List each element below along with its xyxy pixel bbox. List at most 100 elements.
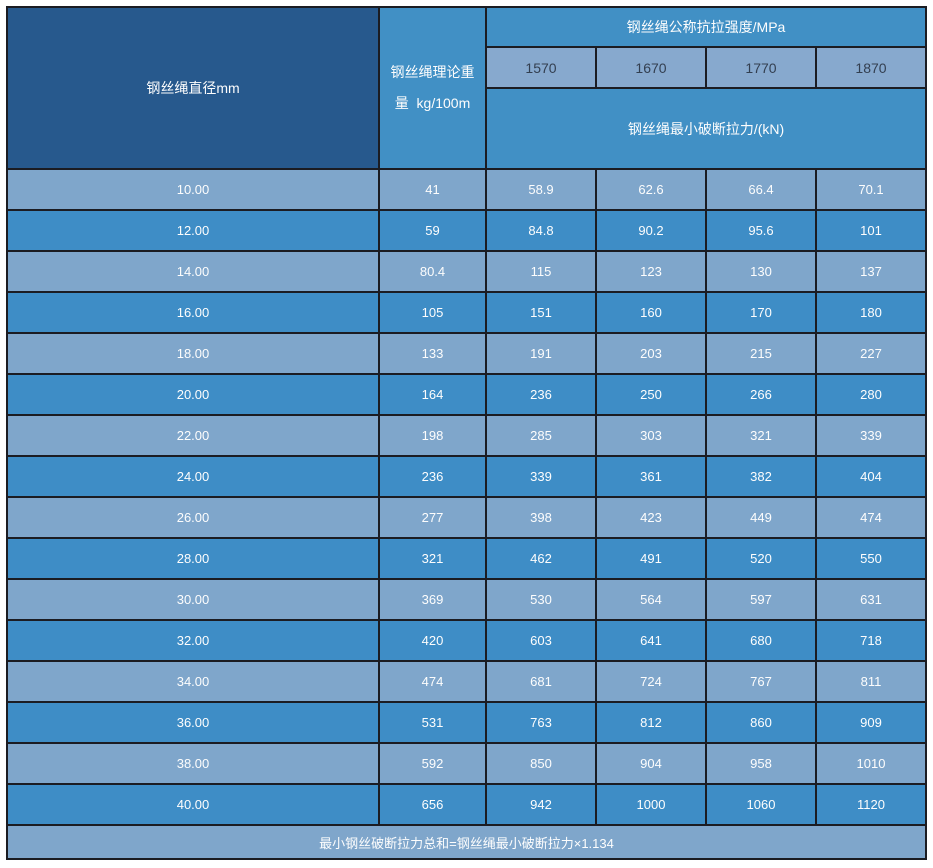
- breaking-force-cell: 180: [815, 291, 927, 334]
- breaking-force-cell: 767: [705, 660, 817, 703]
- breaking-force-cell: 423: [595, 496, 707, 539]
- breaking-force-cell: 137: [815, 250, 927, 293]
- weight-cell: 369: [378, 578, 487, 621]
- breaking-force-cell: 382: [705, 455, 817, 498]
- breaking-force-cell: 681: [485, 660, 597, 703]
- breaking-force-cell: 850: [485, 742, 597, 785]
- diameter-cell: 36.00: [6, 701, 380, 744]
- breaking-force-cell: 631: [815, 578, 927, 621]
- weight-cell: 41: [378, 168, 487, 211]
- diameter-cell: 26.00: [6, 496, 380, 539]
- breaking-force-cell: 491: [595, 537, 707, 580]
- breaking-force-cell: 321: [705, 414, 817, 457]
- diameter-cell: 12.00: [6, 209, 380, 252]
- breaking-force-cell: 811: [815, 660, 927, 703]
- breaking-force-cell: 449: [705, 496, 817, 539]
- breaking-force-cell: 597: [705, 578, 817, 621]
- breaking-force-cell: 227: [815, 332, 927, 375]
- table-row: 32.00 420 603 641 680 718: [6, 619, 927, 662]
- breaking-force-cell: 250: [595, 373, 707, 416]
- header-tensile-strength-title: 钢丝绳公称抗拉强度/MPa: [485, 6, 927, 48]
- weight-cell: 474: [378, 660, 487, 703]
- table-row: 14.00 80.4 115 123 130 137: [6, 250, 927, 293]
- breaking-force-cell: 84.8: [485, 209, 597, 252]
- breaking-force-cell: 191: [485, 332, 597, 375]
- weight-cell: 133: [378, 332, 487, 375]
- table-row: 28.00 321 462 491 520 550: [6, 537, 927, 580]
- header-weight-line-2: 量 kg/100m: [394, 95, 471, 111]
- table-row: 20.00 164 236 250 266 280: [6, 373, 927, 416]
- weight-cell: 420: [378, 619, 487, 662]
- breaking-force-cell: 904: [595, 742, 707, 785]
- breaking-force-cell: 170: [705, 291, 817, 334]
- breaking-force-cell: 236: [485, 373, 597, 416]
- table-row: 36.00 531 763 812 860 909: [6, 701, 927, 744]
- diameter-cell: 14.00: [6, 250, 380, 293]
- header-weight-line-1: 钢丝绳理论重: [390, 63, 475, 80]
- weight-cell: 198: [378, 414, 487, 457]
- breaking-force-cell: 62.6: [595, 168, 707, 211]
- weight-cell: 321: [378, 537, 487, 580]
- diameter-cell: 38.00: [6, 742, 380, 785]
- table-row: 10.00 41 58.9 62.6 66.4 70.1: [6, 168, 927, 211]
- weight-cell: 59: [378, 209, 487, 252]
- diameter-cell: 22.00: [6, 414, 380, 457]
- footer-row: 最小钢丝破断拉力总和=钢丝绳最小破断拉力×1.134: [6, 824, 927, 860]
- breaking-force-cell: 285: [485, 414, 597, 457]
- table-row: 34.00 474 681 724 767 811: [6, 660, 927, 703]
- breaking-force-cell: 462: [485, 537, 597, 580]
- breaking-force-cell: 123: [595, 250, 707, 293]
- breaking-force-cell: 1060: [705, 783, 817, 826]
- breaking-force-cell: 130: [705, 250, 817, 293]
- header-min-breaking-force-title: 钢丝绳最小破断拉力/(kN): [485, 87, 927, 170]
- breaking-force-cell: 909: [815, 701, 927, 744]
- weight-cell: 277: [378, 496, 487, 539]
- weight-cell: 80.4: [378, 250, 487, 293]
- breaking-force-cell: 101: [815, 209, 927, 252]
- breaking-force-cell: 58.9: [485, 168, 597, 211]
- breaking-force-cell: 303: [595, 414, 707, 457]
- weight-cell: 656: [378, 783, 487, 826]
- strength-value-cell: 1570: [485, 46, 597, 89]
- diameter-cell: 24.00: [6, 455, 380, 498]
- breaking-force-cell: 339: [815, 414, 927, 457]
- breaking-force-cell: 958: [705, 742, 817, 785]
- strength-value-cell: 1870: [815, 46, 927, 89]
- table-row: 18.00 133 191 203 215 227: [6, 332, 927, 375]
- table-row: 38.00 592 850 904 958 1010: [6, 742, 927, 785]
- diameter-cell: 28.00: [6, 537, 380, 580]
- breaking-force-cell: 90.2: [595, 209, 707, 252]
- breaking-force-cell: 66.4: [705, 168, 817, 211]
- weight-cell: 592: [378, 742, 487, 785]
- breaking-force-cell: 398: [485, 496, 597, 539]
- table-row: 12.00 59 84.8 90.2 95.6 101: [6, 209, 927, 252]
- breaking-force-cell: 564: [595, 578, 707, 621]
- diameter-cell: 18.00: [6, 332, 380, 375]
- breaking-force-cell: 339: [485, 455, 597, 498]
- breaking-force-cell: 361: [595, 455, 707, 498]
- breaking-force-cell: 812: [595, 701, 707, 744]
- table-row: 40.00 656 942 1000 1060 1120: [6, 783, 927, 826]
- weight-cell: 164: [378, 373, 487, 416]
- table-row: 26.00 277 398 423 449 474: [6, 496, 927, 539]
- breaking-force-cell: 280: [815, 373, 927, 416]
- breaking-force-cell: 680: [705, 619, 817, 662]
- table-body: 10.00 41 58.9 62.6 66.4 70.1 12.00 59 84…: [6, 168, 927, 826]
- diameter-cell: 32.00: [6, 619, 380, 662]
- breaking-force-cell: 603: [485, 619, 597, 662]
- breaking-force-cell: 266: [705, 373, 817, 416]
- breaking-force-cell: 95.6: [705, 209, 817, 252]
- breaking-force-cell: 520: [705, 537, 817, 580]
- breaking-force-cell: 160: [595, 291, 707, 334]
- wire-rope-spec-table: 钢丝绳直径mm 钢丝绳理论重 量 kg/100m 钢丝绳公称抗拉强度/MPa 1…: [6, 6, 927, 860]
- breaking-force-cell: 203: [595, 332, 707, 375]
- strength-value-cell: 1770: [705, 46, 817, 89]
- diameter-cell: 20.00: [6, 373, 380, 416]
- diameter-cell: 10.00: [6, 168, 380, 211]
- table-row: 30.00 369 530 564 597 631: [6, 578, 927, 621]
- diameter-cell: 30.00: [6, 578, 380, 621]
- breaking-force-cell: 530: [485, 578, 597, 621]
- footer-note: 最小钢丝破断拉力总和=钢丝绳最小破断拉力×1.134: [6, 824, 927, 860]
- breaking-force-cell: 724: [595, 660, 707, 703]
